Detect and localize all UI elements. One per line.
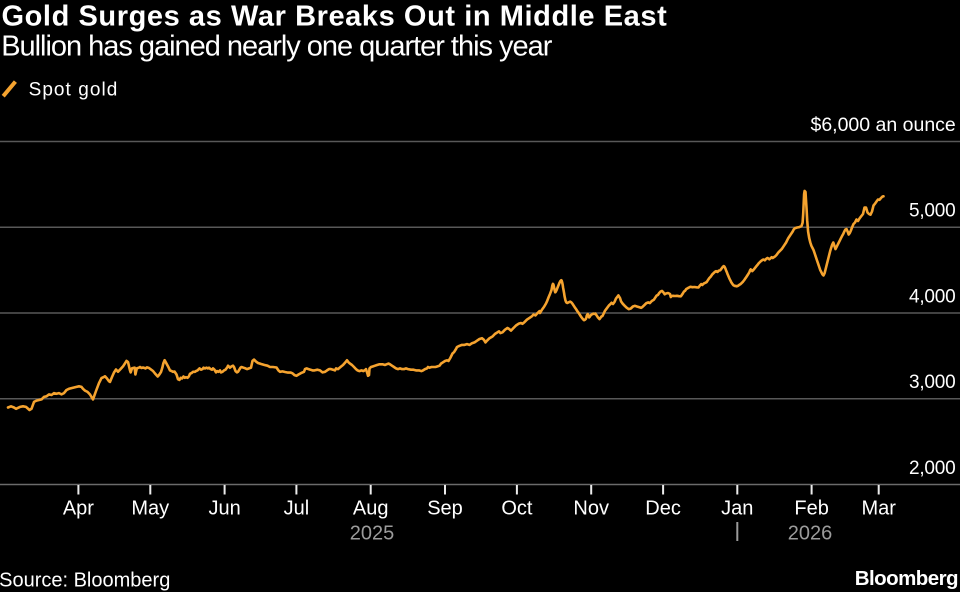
svg-text:Nov: Nov xyxy=(573,498,609,520)
svg-text:Source: Bloomberg: Source: Bloomberg xyxy=(0,570,170,592)
svg-text:Dec: Dec xyxy=(645,498,681,520)
svg-text:3,000: 3,000 xyxy=(909,372,956,393)
svg-text:Bloomberg: Bloomberg xyxy=(855,567,958,590)
svg-text:Aug: Aug xyxy=(353,498,389,520)
svg-text:Spot gold: Spot gold xyxy=(29,79,119,100)
svg-text:May: May xyxy=(131,498,169,520)
svg-text:Apr: Apr xyxy=(63,498,94,520)
svg-text:2026: 2026 xyxy=(788,523,833,545)
svg-text:4,000: 4,000 xyxy=(909,286,956,307)
svg-text:Feb: Feb xyxy=(794,498,828,520)
svg-text:Oct: Oct xyxy=(501,498,533,520)
svg-text:Bullion has gained nearly one: Bullion has gained nearly one quarter th… xyxy=(1,31,553,63)
svg-text:Jun: Jun xyxy=(208,498,240,520)
svg-text:Jul: Jul xyxy=(284,498,310,520)
svg-text:Sep: Sep xyxy=(427,498,463,520)
svg-text:2,000: 2,000 xyxy=(909,458,956,479)
svg-text:Jan: Jan xyxy=(721,498,753,520)
svg-text:5,000: 5,000 xyxy=(909,201,956,222)
svg-text:Mar: Mar xyxy=(861,498,896,520)
svg-text:2025: 2025 xyxy=(350,523,395,545)
svg-text:$6,000 an ounce: $6,000 an ounce xyxy=(810,114,955,136)
svg-text:Gold Surges as War Breaks Out: Gold Surges as War Breaks Out in Middle … xyxy=(2,1,668,33)
